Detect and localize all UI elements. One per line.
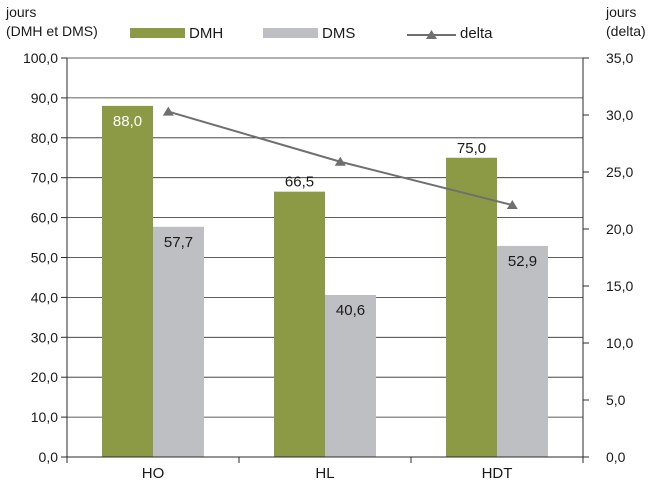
- bars: [102, 105, 548, 458]
- right-tick-label: 30,0: [606, 107, 633, 123]
- right-tick-label: 10,0: [606, 335, 633, 351]
- data-label-dmh: 88,0: [113, 113, 142, 130]
- bar-dmh: [274, 191, 325, 458]
- left-axis-title-line1: jours: [5, 4, 36, 20]
- legend-dms-swatch: [263, 28, 318, 38]
- delta-point: [334, 156, 346, 166]
- bar-dmh: [102, 105, 153, 457]
- legend-dmh-label: DMH: [189, 25, 223, 42]
- data-labels: 88,0 66,5 75,0 57,7 40,6 52,9: [113, 113, 537, 319]
- x-category-label: HDT: [482, 465, 513, 482]
- left-tick-label: 90,0: [31, 90, 58, 106]
- left-tick-label: 40,0: [31, 289, 58, 305]
- right-tick-label: 15,0: [606, 278, 633, 294]
- x-category-label: HL: [315, 465, 334, 482]
- legend-delta-label: delta: [460, 25, 493, 42]
- bar-dms: [153, 226, 204, 457]
- axes: 0,0 10,0 20,0 30,0 40,0 50,0 60,0 70,0 80,0 90,0 1…: [23, 50, 634, 482]
- left-tick-label: 0,0: [39, 449, 59, 465]
- bar-dmh: [446, 157, 497, 457]
- left-tick-label: 50,0: [31, 250, 58, 266]
- legend: DMH DMS delta: [130, 25, 493, 42]
- right-tick-label: 25,0: [606, 164, 633, 180]
- x-category-label: HO: [142, 465, 165, 482]
- left-tick-label: 30,0: [31, 329, 58, 345]
- left-tick-label: 70,0: [31, 170, 58, 186]
- bar-dms: [325, 295, 376, 457]
- right-tick-label: 0,0: [606, 449, 626, 465]
- data-label-dms: 57,7: [164, 234, 193, 251]
- left-tick-label: 10,0: [31, 409, 58, 425]
- legend-delta-marker: [426, 30, 437, 39]
- left-tick-label: 20,0: [31, 369, 58, 385]
- bar-dms: [497, 245, 548, 457]
- delta-point: [506, 200, 518, 210]
- right-tick-label: 5,0: [606, 392, 626, 408]
- left-axis-title-line2: (DMH et DMS): [6, 23, 98, 39]
- left-tick-label: 60,0: [31, 210, 58, 226]
- right-axis-title-line2: (delta): [606, 23, 646, 39]
- right-tick-label: 35,0: [606, 50, 633, 66]
- legend-dms-label: DMS: [322, 25, 355, 42]
- left-tick-label: 80,0: [31, 130, 58, 146]
- data-label-dms: 40,6: [336, 302, 365, 319]
- data-label-dmh: 75,0: [457, 140, 486, 157]
- legend-dmh-swatch: [130, 28, 185, 38]
- right-tick-label: 20,0: [606, 221, 633, 237]
- left-tick-label: 100,0: [23, 50, 58, 66]
- right-axis-title-line1: jours: [605, 4, 636, 20]
- data-label-dmh: 66,5: [285, 174, 314, 191]
- delta-line-series: [162, 106, 518, 210]
- delta-point: [162, 106, 174, 116]
- data-label-dms: 52,9: [508, 253, 537, 270]
